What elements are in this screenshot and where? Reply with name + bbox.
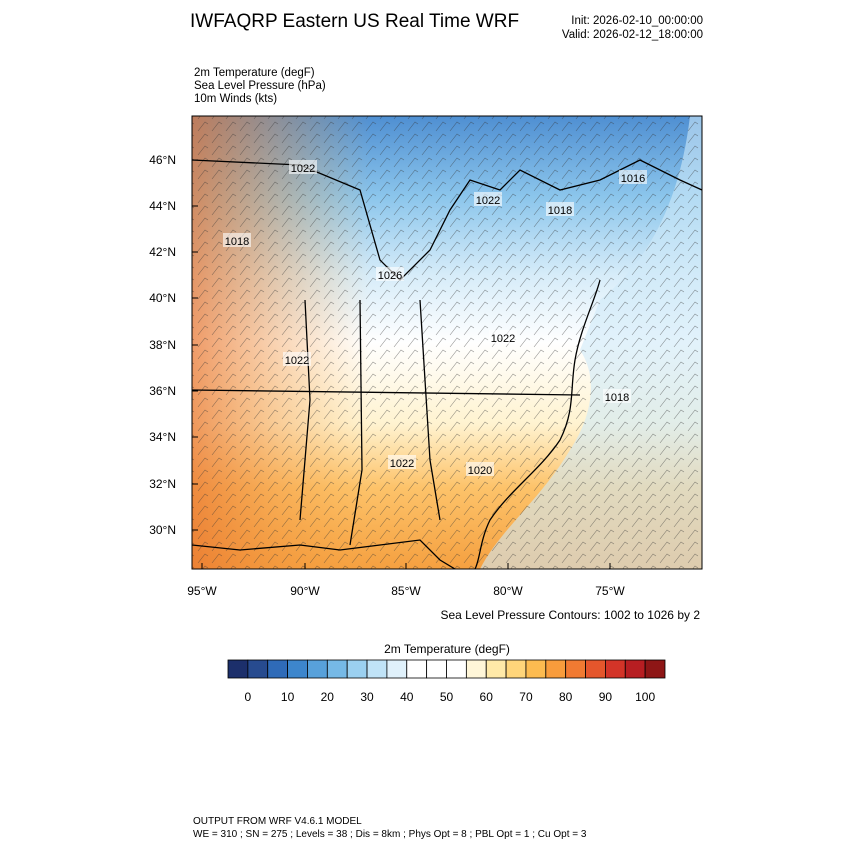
- contour-label: 1022: [390, 458, 414, 470]
- lat-label: 42°N: [149, 245, 176, 259]
- contour-label: 1022: [291, 163, 315, 175]
- contour-label-box: [603, 389, 631, 403]
- colorbar-tick-label: 90: [599, 690, 613, 704]
- colorbar-tick-label: 10: [281, 690, 295, 704]
- colorbar-swatch: [346, 659, 368, 679]
- lat-label: 32°N: [149, 477, 176, 491]
- contour-label: 1018: [548, 205, 572, 217]
- map-field: 1022 1022 1018 1016 1018 1026 1022 1022 1018 1022…: [192, 116, 702, 569]
- init-time: Init: 2026-02-10_00:00:00: [571, 15, 703, 27]
- contour-label: 1022: [285, 355, 309, 367]
- footer-line: WE = 310 ; SN = 275 ; Levels = 38 ; Dis …: [193, 829, 587, 840]
- colorbar-swatch: [485, 659, 507, 679]
- colorbar-swatch: [326, 659, 348, 679]
- colorbar-swatch: [624, 659, 646, 679]
- contour-note: Sea Level Pressure Contours: 1002 to 102…: [441, 608, 701, 622]
- contour-label-box: [466, 462, 494, 476]
- contour-label: 1018: [605, 392, 629, 404]
- colorbar-tick-label: 70: [519, 690, 533, 704]
- colorbar-swatch: [446, 659, 467, 679]
- lon-label: 80°W: [493, 584, 523, 598]
- contour-label-box: [546, 202, 574, 216]
- colorbar-swatch: [366, 659, 388, 679]
- wind-barbs: [192, 116, 702, 569]
- lon-label: 75°W: [595, 584, 625, 598]
- colorbar-swatch: [505, 659, 527, 679]
- contour-label-box: [283, 352, 311, 366]
- field-label: 2m Temperature (degF): [194, 67, 315, 79]
- colorbar-tick-label: 50: [440, 690, 454, 704]
- contour-label: 1026: [378, 270, 402, 282]
- contour-label-box: [474, 192, 502, 206]
- contour-label: 1022: [476, 195, 500, 207]
- contour-label-box: [619, 170, 647, 184]
- colorbar-swatch: [386, 659, 408, 679]
- map-frame: [191, 115, 703, 570]
- lat-label: 44°N: [149, 199, 176, 213]
- lat-label: 46°N: [149, 153, 176, 167]
- lat-label: 40°N: [149, 291, 176, 305]
- contour-label-box: [489, 330, 517, 344]
- contour-label: 1022: [491, 333, 515, 345]
- colorbar-swatch: [525, 659, 547, 679]
- colorbar-swatch: [406, 659, 428, 679]
- colorbar-swatch: [605, 659, 626, 679]
- title: IWFAQRP Eastern US Real Time WRF: [190, 11, 519, 32]
- lon-label: 85°W: [391, 584, 421, 598]
- contour-label: 1018: [225, 236, 249, 248]
- colorbar-swatch: [267, 659, 288, 679]
- contour-label-box: [289, 160, 317, 174]
- colorbar-tick-label: 30: [360, 690, 374, 704]
- footer-line: OUTPUT FROM WRF V4.6.1 MODEL: [193, 816, 362, 827]
- contour-label-box: [223, 233, 251, 247]
- colorbar-tick-label: 60: [480, 690, 494, 704]
- valid-time: Valid: 2026-02-12_18:00:00: [562, 29, 703, 41]
- lat-label: 36°N: [149, 384, 176, 398]
- colorbar-swatch: [545, 659, 567, 679]
- colorbar-swatch: [227, 659, 249, 679]
- colorbar-swatch: [247, 659, 269, 679]
- contour-label: 1020: [468, 465, 492, 477]
- lat-label: 30°N: [149, 523, 176, 537]
- contour-label: 1016: [621, 173, 645, 185]
- contour-label-box: [388, 455, 416, 469]
- colorbar-tick-label: 0: [245, 690, 252, 704]
- field-label: Sea Level Pressure (hPa): [194, 80, 326, 92]
- colorbar-swatch: [585, 659, 606, 679]
- lon-label: 95°W: [187, 584, 217, 598]
- contour-label-box: [376, 267, 404, 281]
- colorbar-tick-label: 100: [635, 690, 655, 704]
- colorbar-swatch: [565, 659, 586, 679]
- colorbar-title: 2m Temperature (degF): [384, 642, 510, 656]
- colorbar-swatch: [287, 659, 308, 679]
- colorbar-tick-label: 80: [559, 690, 573, 704]
- lat-label: 38°N: [149, 338, 176, 352]
- colorbar-swatch: [465, 659, 487, 679]
- colorbar-swatch: [426, 659, 447, 679]
- lon-label: 90°W: [290, 584, 320, 598]
- colorbar-tick-label: 20: [321, 690, 335, 704]
- lat-label: 34°N: [149, 430, 176, 444]
- colorbar-swatch: [644, 659, 666, 679]
- colorbar-tick-label: 40: [400, 690, 414, 704]
- colorbar-swatch: [307, 659, 328, 679]
- field-label: 10m Winds (kts): [194, 93, 277, 105]
- borders: [192, 159, 702, 569]
